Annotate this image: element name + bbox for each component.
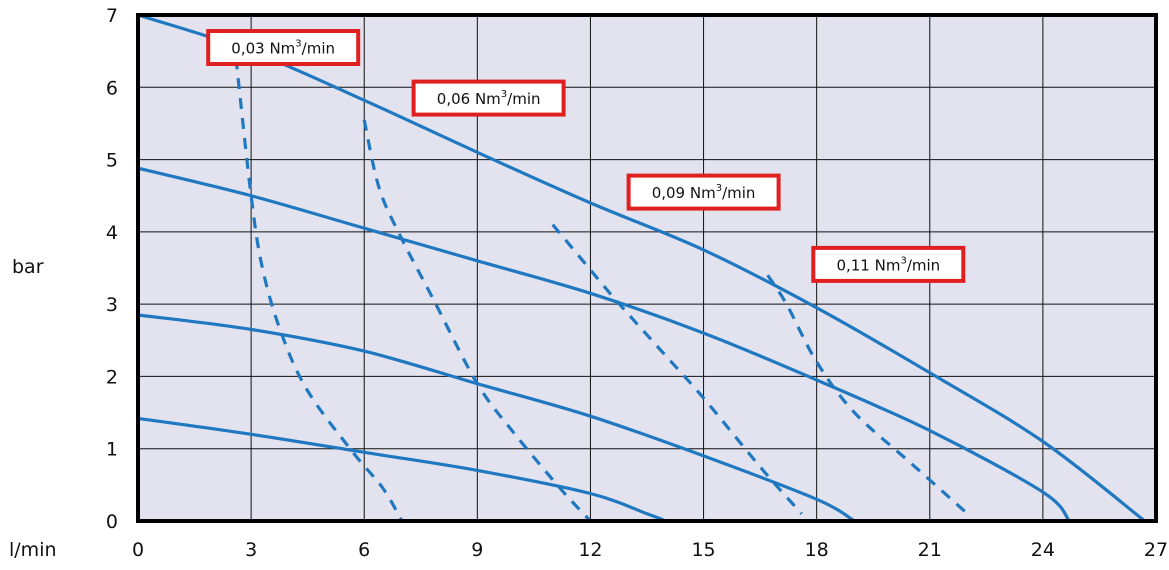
y-tick-label: 0	[106, 511, 118, 533]
y-axis-title: bar	[12, 256, 44, 278]
x-tick-label: 6	[358, 539, 370, 561]
x-tick-label: 9	[471, 539, 483, 561]
air-consumption-curve	[766, 274, 969, 515]
plot-frame	[136, 13, 1158, 523]
y-tick-label: 7	[106, 5, 118, 27]
x-tick-label: 21	[918, 539, 942, 561]
flow-rate-label: 0,11 Nm3/min	[811, 245, 966, 283]
x-tick-label: 3	[245, 539, 257, 561]
y-tick-label: 4	[106, 222, 118, 244]
x-tick-label: 27	[1144, 539, 1168, 561]
flow-rate-label-text: 0,06 Nm3/min	[437, 89, 541, 108]
plot-background	[138, 15, 1156, 521]
x-tick-label: 24	[1031, 539, 1055, 561]
flow-rate-labels: 0,03 Nm3/min 0,06 Nm3/min 0,09 Nm3/min 0,11…	[206, 29, 966, 283]
flow-rate-label-text: 0,11 Nm3/min	[836, 255, 940, 274]
x-axis-title: l/min	[9, 539, 57, 561]
y-tick-label: 6	[106, 77, 118, 99]
air-consumption-curve	[551, 223, 803, 515]
flow-rate-label: 0,06 Nm3/min	[411, 79, 566, 117]
pressure-curve	[136, 166, 1071, 523]
x-tick-label: 12	[578, 539, 602, 561]
y-tick-label: 5	[106, 150, 118, 172]
x-tick-label: 15	[691, 539, 715, 561]
flow-rate-label-box	[411, 79, 566, 117]
flow-rate-label-text: 0,09 Nm3/min	[652, 183, 756, 202]
y-tick-label: 2	[106, 366, 118, 388]
flow-rate-label-box	[811, 245, 966, 283]
y-tick-label: 1	[106, 439, 118, 461]
x-tick-label: 0	[132, 539, 144, 561]
pressure-curve	[136, 313, 856, 523]
curves	[136, 13, 1147, 523]
pressure-curve	[136, 416, 668, 523]
pressure-curve	[136, 13, 1147, 523]
y-tick-label: 3	[106, 294, 118, 316]
flow-rate-label: 0,03 Nm3/min	[206, 29, 361, 66]
x-tick-label: 18	[805, 539, 829, 561]
flow-rate-label-box	[206, 29, 361, 66]
flow-rate-label-text: 0,03 Nm3/min	[231, 39, 335, 58]
flow-rate-label-box	[626, 173, 781, 211]
flow-rate-label: 0,09 Nm3/min	[626, 173, 781, 211]
